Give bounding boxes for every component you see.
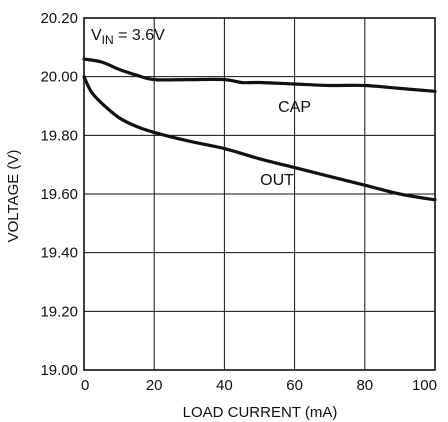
y-tick-label: 20.20 — [40, 10, 78, 27]
grid — [84, 18, 435, 370]
plot-frame — [83, 17, 436, 371]
vin-main: V — [91, 27, 102, 44]
x-tick-label: 20 — [146, 377, 163, 394]
x-tick-label: 0 — [81, 377, 89, 394]
vin-subscript: IN — [102, 33, 114, 47]
x-tick-label: 80 — [356, 377, 373, 394]
series-label-out: OUT — [260, 172, 294, 189]
series-labels: CAP OUT — [260, 99, 311, 189]
y-tick-label: 19.00 — [40, 362, 78, 379]
series-line-cap — [82, 57, 437, 93]
x-tick-label: 100 — [412, 377, 437, 394]
vin-value: = 3.6V — [114, 27, 165, 44]
x-tick-label: 60 — [286, 377, 303, 394]
series-label-cap: CAP — [278, 99, 311, 116]
y-tick-label: 19.80 — [40, 127, 78, 144]
y-tick-label: 19.20 — [40, 303, 78, 320]
series-lines — [82, 57, 437, 202]
y-tick-labels: 19.00 19.20 19.40 19.60 19.80 20.00 20.20 — [40, 10, 78, 379]
y-axis-title: VOLTAGE (V) — [5, 150, 22, 243]
y-tick-label: 19.60 — [40, 186, 78, 203]
series-line-out — [82, 75, 437, 202]
x-tick-labels: 0 20 40 60 80 100 — [81, 377, 437, 394]
vin-annotation: VIN = 3.6V — [91, 27, 165, 47]
x-axis-title: LOAD CURRENT (mA) — [183, 404, 338, 421]
x-tick-label: 40 — [216, 377, 233, 394]
y-tick-label: 20.00 — [40, 69, 78, 86]
y-tick-label: 19.40 — [40, 245, 78, 262]
